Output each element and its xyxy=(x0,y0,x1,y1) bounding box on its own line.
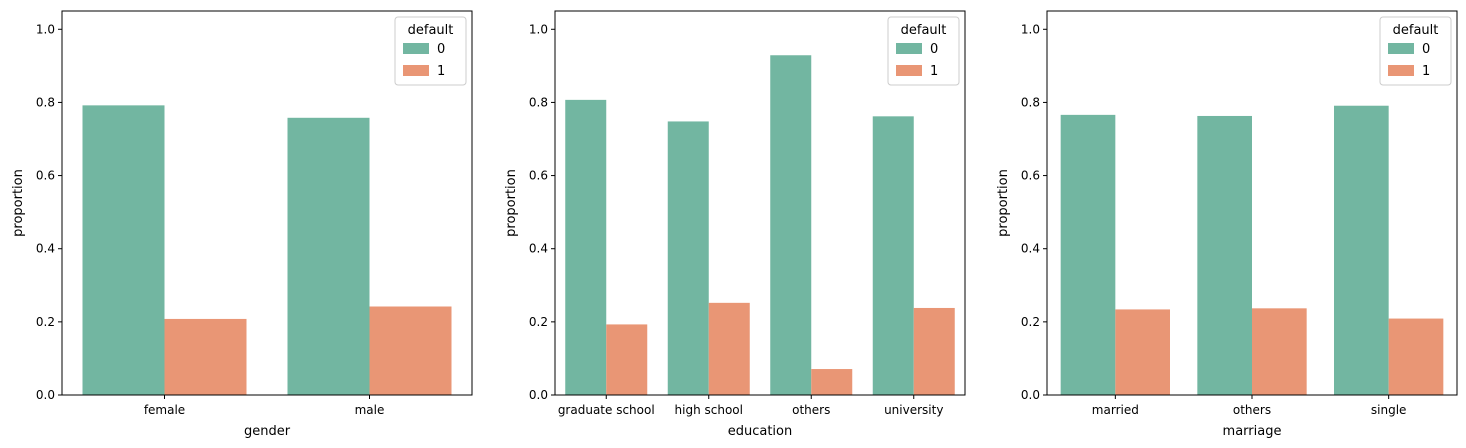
bar-single-series-0 xyxy=(1334,105,1389,395)
x-tick-label: male xyxy=(355,403,385,417)
x-tick-label: others xyxy=(792,403,830,417)
bar-graduate-school-series-0 xyxy=(565,99,607,396)
y-tick-label: 0.6 xyxy=(529,169,548,183)
legend-swatch-0 xyxy=(1388,43,1414,54)
x-tick-label: married xyxy=(1092,403,1139,417)
y-axis-label: proportion xyxy=(11,169,26,237)
y-tick-label: 0.8 xyxy=(529,95,548,109)
y-tick-label: 0.6 xyxy=(1021,169,1040,183)
bar-graduate-school-series-1 xyxy=(606,324,648,395)
bar-married-series-0 xyxy=(1060,114,1116,395)
bar-others-series-0 xyxy=(1197,115,1252,396)
bar-single-series-1 xyxy=(1388,318,1444,395)
legend-swatch-1 xyxy=(403,65,429,76)
y-tick-label: 0.0 xyxy=(529,388,548,402)
bar-others-series-1 xyxy=(1252,308,1307,395)
bar-married-series-1 xyxy=(1115,309,1170,395)
bar-female-series-0 xyxy=(82,105,165,396)
bar-high-school-series-0 xyxy=(667,121,709,396)
y-tick-label: 0.0 xyxy=(1021,388,1040,402)
legend-title: default xyxy=(1393,23,1439,38)
legend-title: default xyxy=(901,23,947,38)
chart-panel-marriage: 0.0 0.2 0.4 0.6 0.8 1.0 married others single mar… xyxy=(996,10,1458,439)
x-axis-label: gender xyxy=(244,424,291,439)
legend-label-0: 0 xyxy=(930,42,938,57)
y-tick-label: 0.2 xyxy=(1021,315,1040,329)
bar-others-series-0 xyxy=(770,55,812,395)
y-tick-label: 1.0 xyxy=(1021,22,1040,36)
axes-frame xyxy=(554,10,966,396)
y-tick-label: 1.0 xyxy=(36,22,55,36)
legend: default 0 1 xyxy=(1379,16,1452,86)
y-tick-label: 0.4 xyxy=(36,242,55,256)
legend-swatch-1 xyxy=(1388,65,1414,76)
legend-label-1: 1 xyxy=(930,64,938,79)
y-tick-label: 0.4 xyxy=(1021,242,1040,256)
y-axis-label: proportion xyxy=(504,169,519,237)
y-tick-label: 0.4 xyxy=(529,242,548,256)
x-tick-label: female xyxy=(144,403,185,417)
x-tick-label: high school xyxy=(675,403,743,417)
x-axis-label: marriage xyxy=(1223,424,1282,439)
legend-label-0: 0 xyxy=(1422,42,1430,57)
legend: default 0 1 xyxy=(394,16,467,86)
bar-male-series-0 xyxy=(287,117,370,395)
x-axis-label: education xyxy=(728,424,793,439)
y-tick-label: 1.0 xyxy=(529,22,548,36)
legend-swatch-0 xyxy=(403,43,429,54)
y-tick-label: 0.2 xyxy=(529,315,548,329)
legend-label-1: 1 xyxy=(1422,64,1430,79)
chart-panel-education: 0.0 0.2 0.4 0.6 0.8 1.0 graduate school high sc… xyxy=(504,10,966,439)
bar-female-series-1 xyxy=(164,318,247,395)
x-tick-label: single xyxy=(1371,403,1407,417)
legend-label-1: 1 xyxy=(437,64,445,79)
bar-university-series-1 xyxy=(913,307,955,395)
chart-panel-gender: 0.0 0.2 0.4 0.6 0.8 1.0 female male gender propor… xyxy=(11,10,473,439)
bar-others-series-1 xyxy=(811,369,853,395)
y-axis-label: proportion xyxy=(996,169,1011,237)
bar-male-series-1 xyxy=(369,306,452,395)
legend-label-0: 0 xyxy=(437,42,445,57)
x-tick-label: graduate school xyxy=(558,403,655,417)
legend-swatch-1 xyxy=(896,65,922,76)
y-tick-label: 0.0 xyxy=(36,388,55,402)
y-tick-label: 0.6 xyxy=(36,169,55,183)
x-tick-label: university xyxy=(884,403,943,417)
legend: default 0 1 xyxy=(887,16,960,86)
y-tick-label: 0.8 xyxy=(1021,95,1040,109)
y-tick-label: 0.8 xyxy=(36,95,55,109)
x-tick-label: others xyxy=(1233,403,1271,417)
legend-title: default xyxy=(408,23,454,38)
bar-high-school-series-1 xyxy=(708,302,750,395)
bar-university-series-0 xyxy=(872,116,914,395)
legend-swatch-0 xyxy=(896,43,922,54)
axes-frame xyxy=(61,10,473,396)
y-tick-label: 0.2 xyxy=(36,315,55,329)
